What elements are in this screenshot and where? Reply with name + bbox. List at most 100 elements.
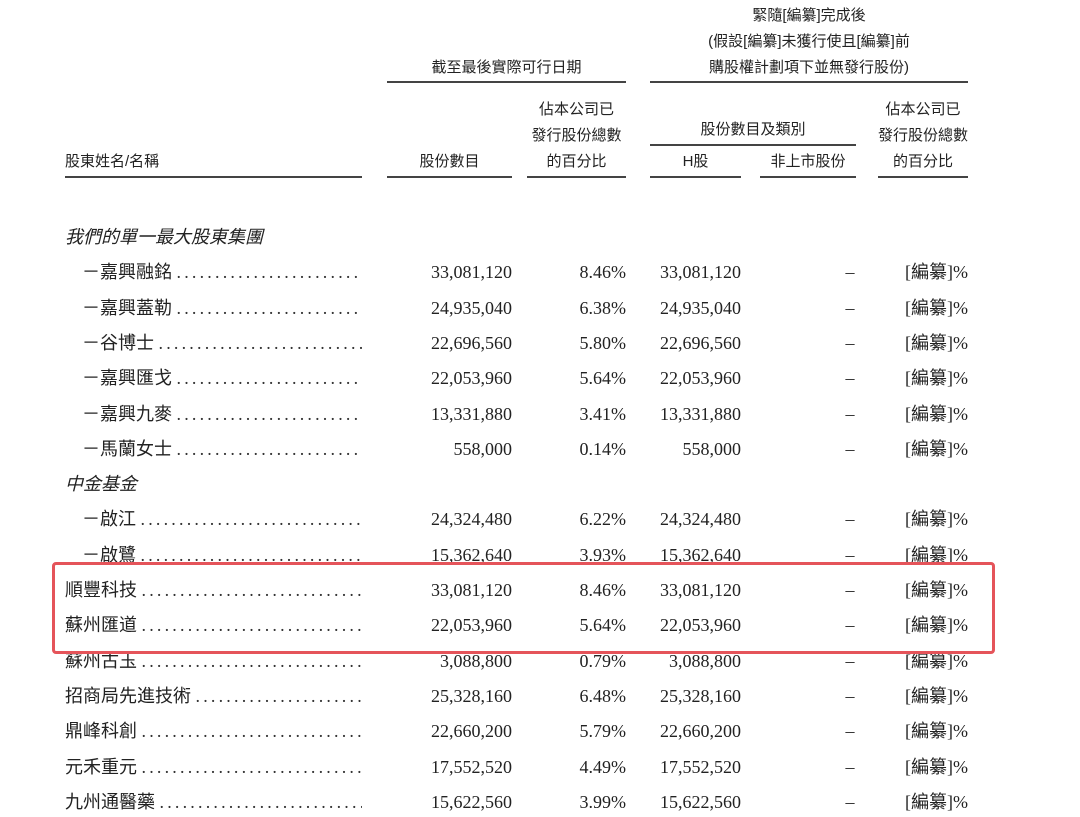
h-shares-cell: 558,000 bbox=[682, 438, 742, 459]
divider bbox=[650, 81, 968, 83]
pct-cell: 3.93% bbox=[579, 544, 627, 565]
table-row: －嘉興蓋勒 ..................................… bbox=[0, 293, 1080, 323]
shareholder-name-text: －嘉興匯戈 bbox=[82, 368, 172, 389]
pct-after-cell: [編纂]% bbox=[905, 262, 968, 283]
pct-cell: 4.49% bbox=[579, 756, 627, 777]
pct-cell: 3.41% bbox=[579, 403, 627, 424]
shares-cell: 22,660,200 bbox=[431, 721, 512, 742]
unlisted-cell: – bbox=[845, 721, 855, 742]
col-pct-line2: 發行股份總數 bbox=[531, 127, 622, 144]
pct-cell: 3.99% bbox=[579, 791, 627, 812]
unlisted-cell: – bbox=[845, 368, 855, 389]
shareholder-name: －嘉興匯戈 ..................................… bbox=[82, 363, 362, 393]
shareholder-name: 蘇州古玉 ...................................… bbox=[65, 646, 362, 676]
table-row: －嘉興匯戈 ..................................… bbox=[0, 363, 1080, 393]
h-shares-cell: 25,328,160 bbox=[660, 685, 741, 706]
h-shares-cell: 13,331,880 bbox=[660, 403, 741, 424]
unlisted-cell: – bbox=[845, 297, 855, 318]
pct-after-cell: [編纂]% bbox=[905, 403, 968, 424]
pct-cell: 5.79% bbox=[579, 721, 627, 742]
col-pct-line1: 佔本公司已 bbox=[538, 101, 614, 118]
shares-cell: 24,935,040 bbox=[431, 297, 512, 318]
table-row: －谷博士 ...................................… bbox=[0, 328, 1080, 358]
table-row: 九州通醫藥 ..................................… bbox=[0, 787, 1080, 817]
shareholder-name: 蘇州匯道 ...................................… bbox=[65, 610, 362, 640]
group1-title: 截至最後實際可行日期 bbox=[431, 59, 582, 76]
shareholder-name: 九州通醫藥 ..................................… bbox=[65, 787, 362, 817]
h-shares-cell: 24,935,040 bbox=[660, 297, 741, 318]
leader-dots: ........................................… bbox=[176, 438, 363, 459]
pct-cell: 0.14% bbox=[579, 438, 627, 459]
leader-dots: ........................................… bbox=[141, 580, 363, 600]
table-row: 蘇州古玉 ...................................… bbox=[0, 646, 1080, 676]
shares-cell: 15,362,640 bbox=[431, 544, 512, 565]
shareholder-name-text: －嘉興蓋勒 bbox=[82, 297, 172, 318]
leader-dots: ........................................… bbox=[140, 509, 363, 530]
shareholder-name: －啟鷺 ....................................… bbox=[82, 540, 362, 570]
shareholder-name-text: 鼎峰科創 bbox=[65, 721, 137, 742]
divider bbox=[878, 176, 968, 178]
pct-cell: 6.38% bbox=[579, 297, 627, 318]
pct-after-cell: [編纂]% bbox=[905, 297, 968, 318]
pct-cell: 0.79% bbox=[579, 650, 627, 671]
col-name: 股東姓名/名稱 bbox=[65, 153, 160, 170]
h-shares-cell: 33,081,120 bbox=[660, 262, 741, 283]
leader-dots: ........................................… bbox=[176, 368, 363, 389]
pct-cell: 6.48% bbox=[579, 685, 627, 706]
shares-cell: 33,081,120 bbox=[431, 262, 512, 283]
unlisted-cell: – bbox=[845, 650, 855, 671]
col-pct2-line2: 發行股份總數 bbox=[877, 127, 968, 144]
pct-after-cell: [編纂]% bbox=[905, 580, 968, 600]
h-shares-cell: 17,552,520 bbox=[660, 756, 741, 777]
shares-cell: 22,053,960 bbox=[431, 368, 512, 389]
leader-dots: ........................................… bbox=[195, 685, 363, 706]
unlisted-cell: – bbox=[845, 756, 855, 777]
leader-dots: ........................................… bbox=[140, 544, 363, 565]
leader-dots: ........................................… bbox=[176, 403, 363, 424]
pct-cell: 5.64% bbox=[579, 368, 627, 389]
col-unlisted: 非上市股份 bbox=[770, 153, 846, 170]
unlisted-cell: – bbox=[845, 438, 855, 459]
table-row: －啟江 ....................................… bbox=[0, 504, 1080, 534]
h-shares-cell: 22,053,960 bbox=[660, 615, 741, 636]
pct-cell: 8.46% bbox=[579, 262, 627, 283]
shareholder-name: －嘉興九麥 ..................................… bbox=[82, 399, 362, 429]
shareholder-name: －嘉興蓋勒 ..................................… bbox=[82, 293, 362, 323]
shares-cell: 24,324,480 bbox=[431, 509, 512, 530]
h-shares-cell: 22,696,560 bbox=[660, 332, 741, 353]
shares-cell: 22,053,960 bbox=[431, 615, 512, 636]
pct-after-cell: [編纂]% bbox=[905, 756, 968, 777]
pct-after-cell: [編纂]% bbox=[905, 615, 968, 636]
col-shares: 股份數目 bbox=[419, 153, 480, 170]
col-pct-line3: 的百分比 bbox=[546, 153, 607, 170]
divider bbox=[387, 81, 626, 83]
shareholder-name: 元禾重元 ...................................… bbox=[65, 752, 362, 782]
unlisted-cell: – bbox=[845, 685, 855, 706]
h-shares-cell: 24,324,480 bbox=[660, 509, 741, 530]
table-row: 鼎峰科創 ...................................… bbox=[0, 716, 1080, 746]
h-shares-cell: 15,362,640 bbox=[660, 544, 741, 565]
unlisted-cell: – bbox=[845, 615, 855, 636]
shares-cell: 25,328,160 bbox=[431, 685, 512, 706]
shareholder-name-text: －馬蘭女士 bbox=[82, 438, 172, 459]
h-shares-cell: 15,622,560 bbox=[660, 791, 741, 812]
divider bbox=[650, 144, 856, 146]
unlisted-cell: – bbox=[845, 544, 855, 565]
unlisted-cell: – bbox=[845, 509, 855, 530]
group2-title-line2: (假設[編纂]未獲行使且[編纂]前 bbox=[708, 33, 910, 50]
leader-dots: ........................................… bbox=[141, 721, 363, 742]
pct-cell: 6.22% bbox=[579, 509, 627, 530]
shares-cell: 15,622,560 bbox=[431, 791, 512, 812]
col-pct2-line3: 的百分比 bbox=[892, 153, 953, 170]
shares-cell: 558,000 bbox=[453, 438, 513, 459]
shareholder-name: －嘉興融銘 ..................................… bbox=[82, 257, 362, 287]
pct-after-cell: [編纂]% bbox=[905, 791, 968, 812]
divider bbox=[650, 176, 741, 178]
leader-dots: ........................................… bbox=[176, 297, 363, 318]
pct-after-cell: [編纂]% bbox=[905, 438, 968, 459]
shareholder-name: 招商局先進技術 ................................… bbox=[65, 681, 362, 711]
shareholder-name: －谷博士 ...................................… bbox=[82, 328, 362, 358]
shareholder-name-text: －嘉興融銘 bbox=[82, 262, 172, 283]
pct-after-cell: [編纂]% bbox=[905, 509, 968, 530]
pct-after-cell: [編纂]% bbox=[905, 721, 968, 742]
